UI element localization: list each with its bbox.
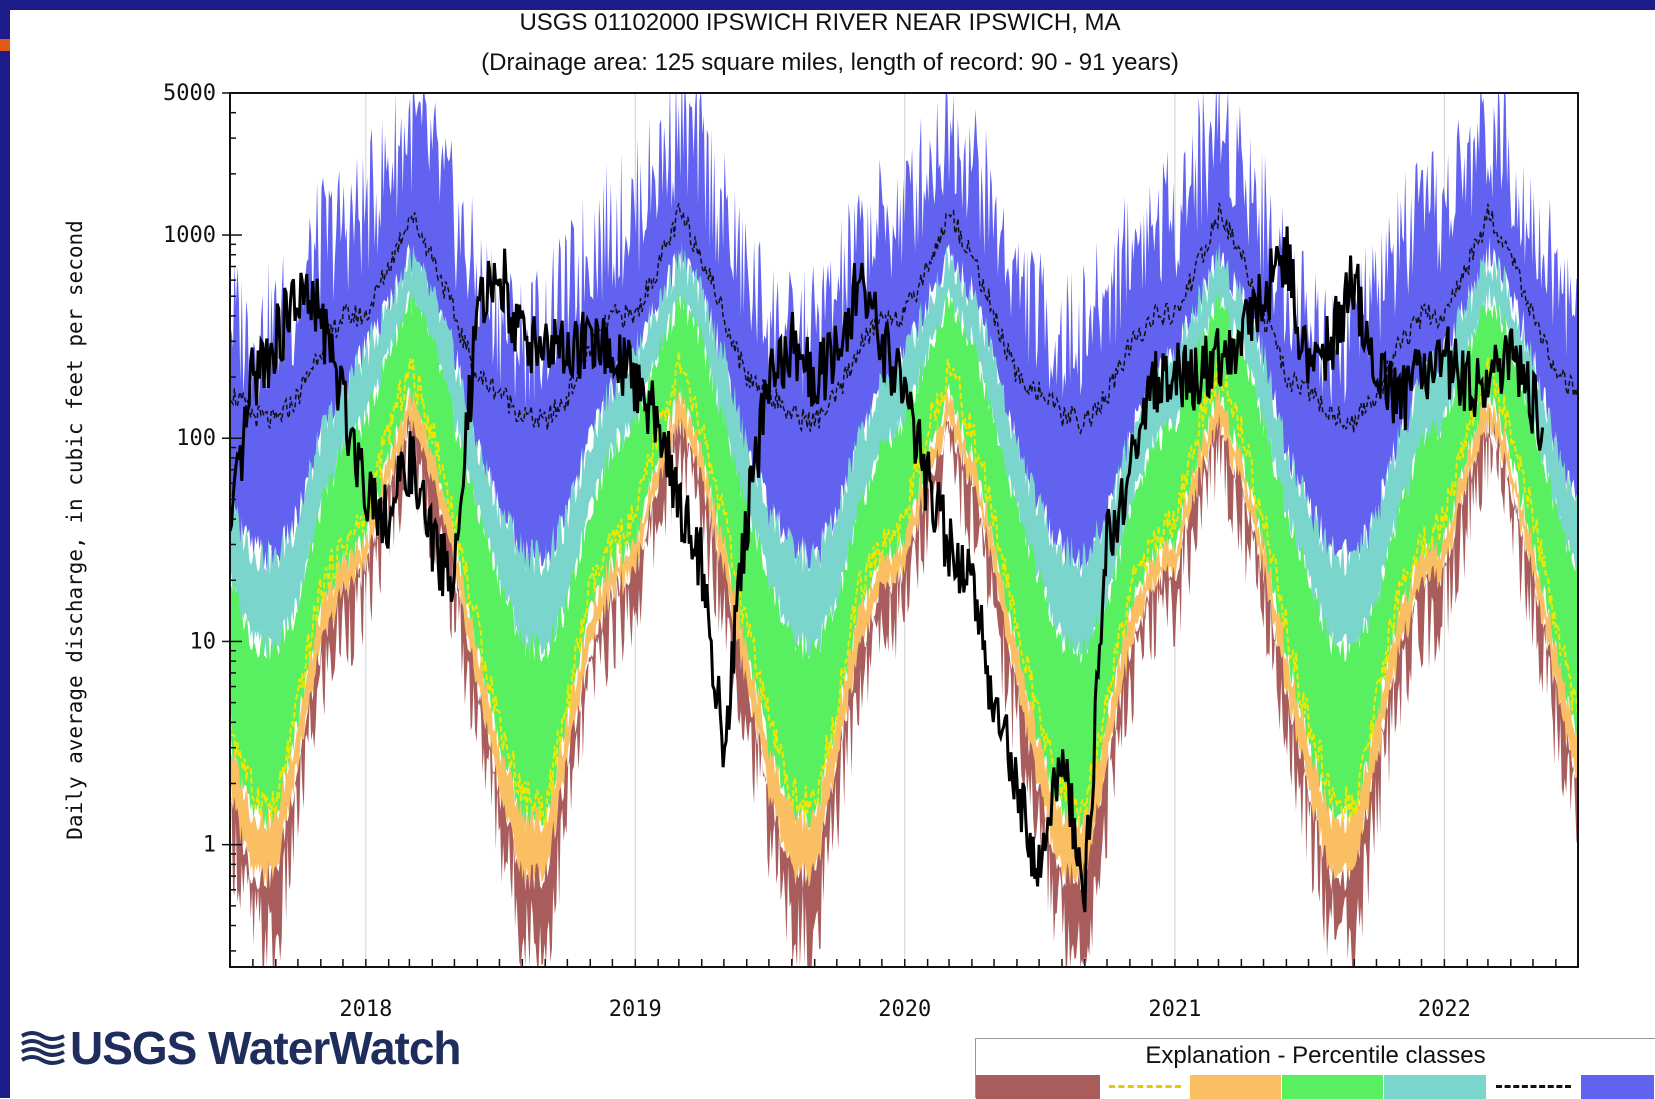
y-tick-label-5000: 5000 xyxy=(163,81,216,106)
legend-swatch-4 xyxy=(1282,1075,1385,1099)
legend-swatches xyxy=(976,1075,1655,1099)
legend-title: Explanation - Percentile classes xyxy=(1145,1042,1486,1069)
y-tick-label-1000: 1000 xyxy=(163,223,216,248)
percentile-legend: Explanation - Percentile classes xyxy=(975,1038,1655,1099)
y-tick-label-1: 1 xyxy=(203,833,216,858)
median-line xyxy=(230,351,1578,828)
usgs-logo: USGS WaterWatch xyxy=(20,1022,462,1074)
y-tick-label-100: 100 xyxy=(176,426,216,451)
y-axis-label: Daily average discharge, in cubic feet p… xyxy=(63,220,87,840)
frame-left-bar xyxy=(0,0,10,1098)
legend-swatch-6 xyxy=(1486,1075,1581,1099)
x-tick-label-2021: 2021 xyxy=(1148,997,1201,1022)
observed-flow-line xyxy=(230,226,1545,913)
mean-line xyxy=(230,202,1578,436)
legend-swatch-2 xyxy=(1100,1075,1191,1099)
legend-dash-line xyxy=(1109,1085,1181,1088)
plot-area: 1 10 100 1000 5000 2018 2019 2020 2021 2022 xyxy=(163,81,1579,1022)
band-above-90 xyxy=(230,93,1578,576)
chart-subtitle: (Drainage area: 125 square miles, length… xyxy=(481,49,1179,76)
y-tick-label-10: 10 xyxy=(190,629,217,654)
legend-swatch-5 xyxy=(1384,1075,1487,1099)
x-tick-label-2022: 2022 xyxy=(1418,997,1471,1022)
x-tick-label-2019: 2019 xyxy=(609,997,662,1022)
band-below-10 xyxy=(230,401,1578,967)
legend-dash-line xyxy=(1496,1085,1571,1088)
legend-swatch-1 xyxy=(976,1075,1101,1099)
frame-accent-mark xyxy=(0,39,10,51)
x-tick-label-2020: 2020 xyxy=(878,997,931,1022)
chart-title: USGS 01102000 IPSWICH RIVER NEAR IPSWICH… xyxy=(519,9,1120,36)
legend-swatch-7 xyxy=(1580,1075,1655,1099)
legend-swatch-3 xyxy=(1190,1075,1283,1099)
band-group xyxy=(230,93,1578,967)
x-tick-label-2018: 2018 xyxy=(339,997,392,1022)
discharge-chart: USGS 01102000 IPSWICH RIVER NEAR IPSWICH… xyxy=(63,9,1579,1022)
frame-top-bar xyxy=(0,0,1655,10)
logo-text: USGS WaterWatch xyxy=(70,1022,462,1074)
usgs-wave-icon xyxy=(20,1031,65,1065)
